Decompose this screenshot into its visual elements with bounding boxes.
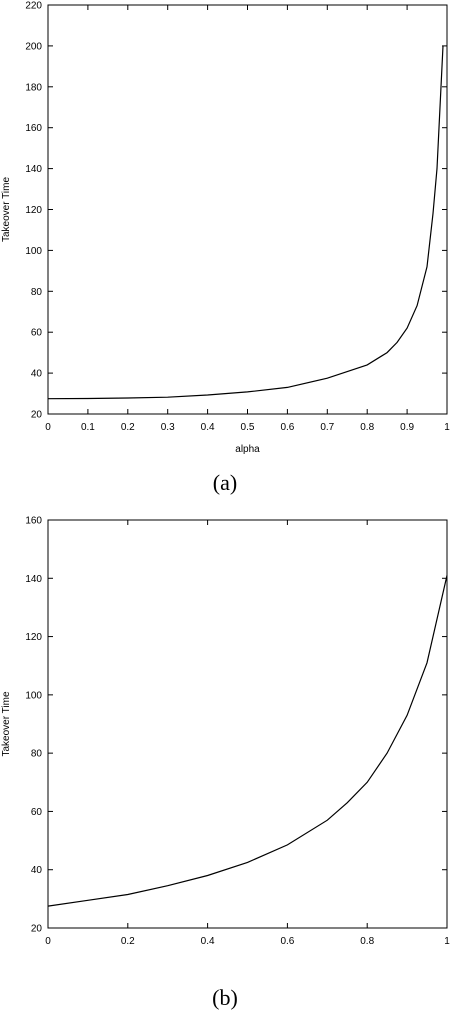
y-tick-label: 40 [31, 865, 43, 876]
caption-b: (b) [212, 985, 238, 1010]
x-tick-label: 1 [444, 422, 450, 433]
y-tick-label: 160 [25, 516, 42, 527]
caption-a: (a) [212, 470, 238, 495]
y-tick-label: 120 [25, 632, 42, 643]
y-tick-label: 80 [31, 287, 43, 298]
y-tick-label: 100 [25, 246, 42, 257]
x-tick-label: 0.8 [360, 422, 374, 433]
chart-a: 0 0.1 0.2 0.3 0.4 0.5 0.6 0.7 0.8 0.9 1 20 40 60 80 100… [0, 0, 450, 460]
y-tick-label: 220 [25, 1, 42, 12]
x-axis-label: alpha [235, 444, 260, 455]
y-tick-label: 60 [31, 328, 43, 339]
x-tick-label: 0.5 [241, 422, 255, 433]
y-axis-label: Takeover Time [1, 691, 12, 756]
y-tick-label: 140 [25, 574, 42, 585]
y-tick-label: 40 [31, 369, 43, 380]
x-tick-label: 0.8 [360, 936, 374, 947]
y-tick-label: 180 [25, 82, 42, 93]
x-tick-label: 1 [444, 936, 450, 947]
plot-frame [47, 519, 448, 929]
x-tick-label: 0.3 [161, 422, 175, 433]
x-tick-label: 0.2 [121, 422, 135, 433]
x-tick-label: 0 [45, 936, 51, 947]
series-line [47, 575, 448, 907]
y-tick-label: 120 [25, 205, 42, 216]
chart-a-svg: 0 0.1 0.2 0.3 0.4 0.5 0.6 0.7 0.8 0.9 120406080100… [1, 1, 450, 456]
x-tick-label: 0.4 [201, 422, 215, 433]
y-tick-label: 80 [31, 749, 43, 760]
chart-b: 00.20.40.60.8120406080100120140160rTakeo… [0, 510, 450, 961]
x-tick-label: 0.4 [201, 936, 215, 947]
x-tick-label: 0 [45, 422, 51, 433]
y-axis-label: Takeover Time [1, 177, 12, 242]
x-tick-label: 0.1 [81, 422, 95, 433]
y-tick-label: 20 [31, 410, 43, 421]
y-tick-label: 160 [25, 123, 42, 134]
x-tick-label: 0.6 [280, 422, 294, 433]
y-tick-label: 60 [31, 807, 43, 818]
x-axis-label: r [246, 958, 250, 960]
y-tick-label: 200 [25, 41, 42, 52]
series-line [47, 45, 444, 400]
y-tick-label: 20 [31, 924, 43, 935]
x-tick-label: 0.2 [121, 936, 135, 947]
y-tick-label: 100 [25, 690, 42, 701]
x-tick-label: 0.9 [400, 422, 414, 433]
chart-b-svg: 00.20.40.60.8120406080100120140160rTakeo… [1, 516, 450, 961]
y-tick-label: 140 [25, 164, 42, 175]
x-tick-label: 0.6 [280, 936, 294, 947]
x-tick-label: 0.7 [320, 422, 334, 433]
